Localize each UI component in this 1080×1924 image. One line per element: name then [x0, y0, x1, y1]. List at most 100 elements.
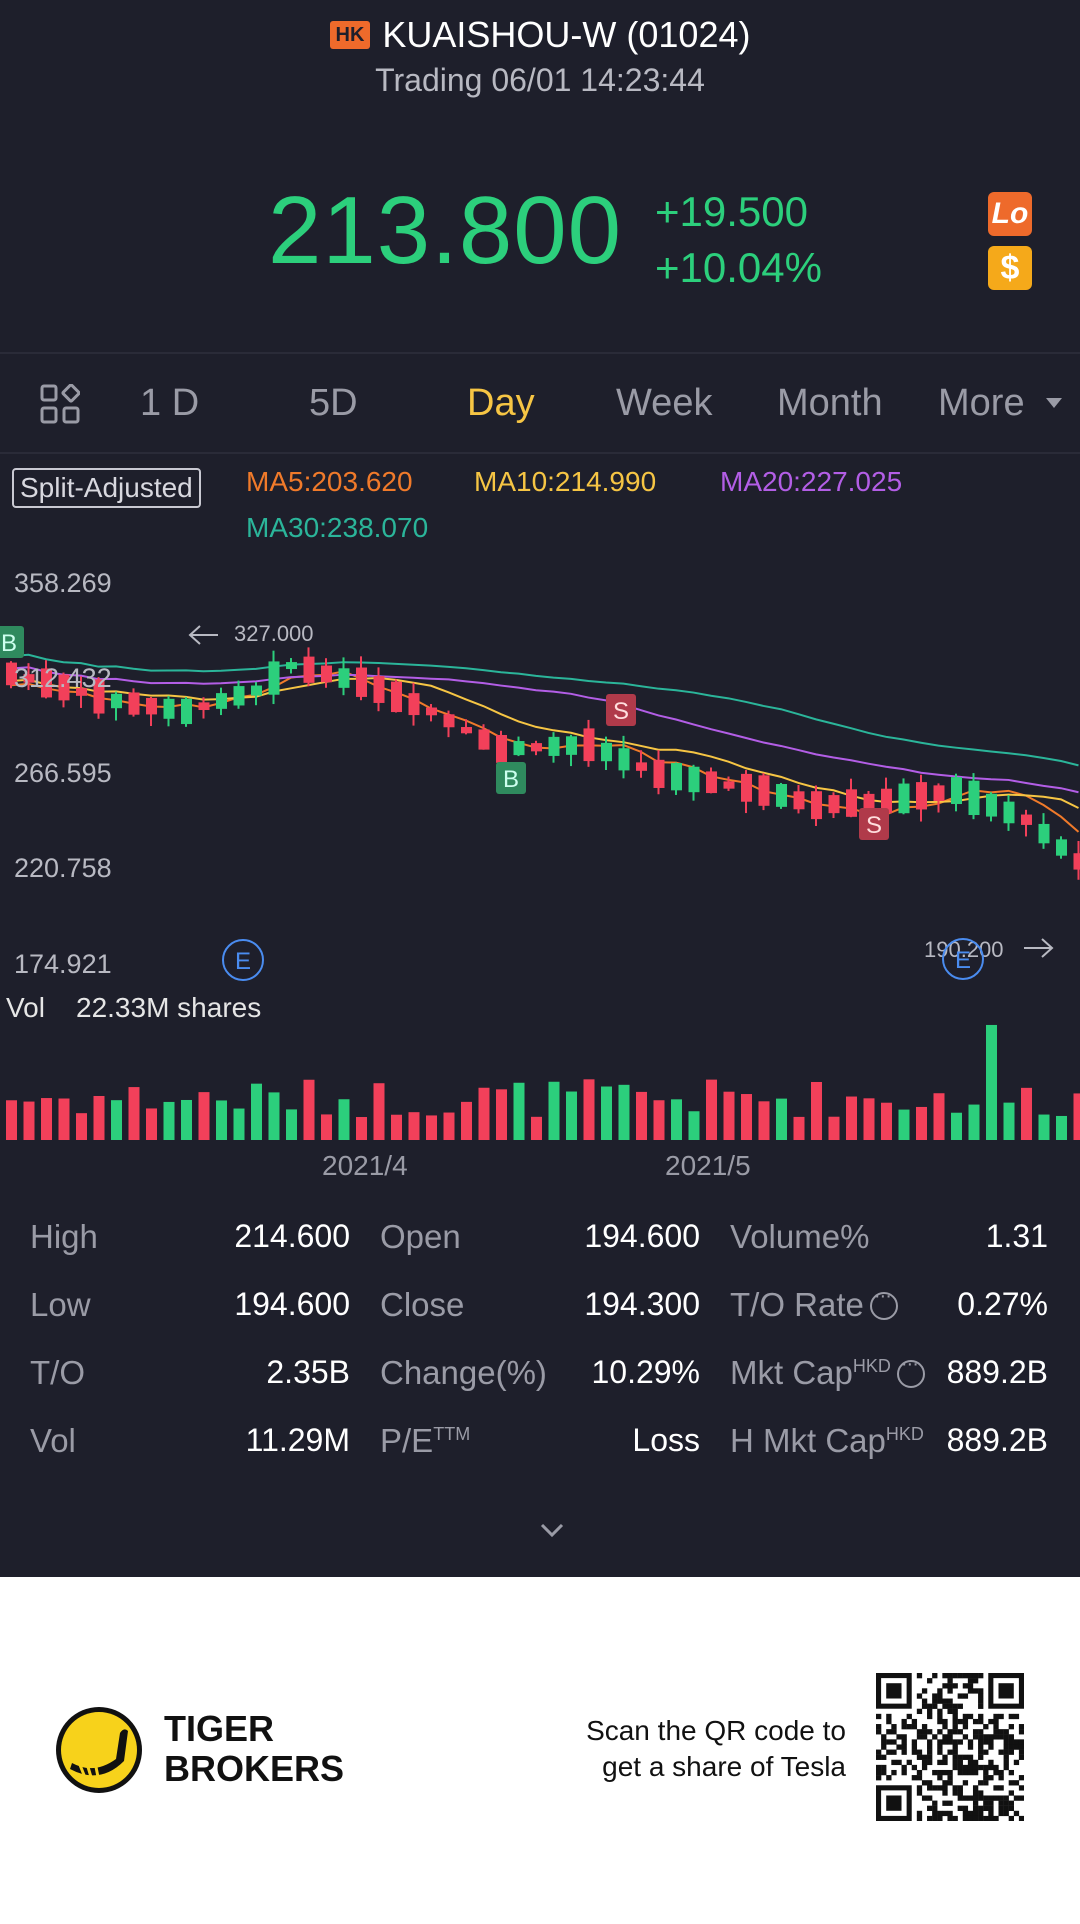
- qr-module: [927, 1785, 933, 1791]
- candle: [461, 727, 472, 734]
- qr-code-icon[interactable]: [876, 1673, 1024, 1821]
- qr-module: [921, 1795, 928, 1801]
- qr-module: [972, 1795, 979, 1801]
- qr-module: [998, 1795, 1004, 1801]
- tab-day[interactable]: Day: [467, 382, 535, 424]
- qr-module: [911, 1718, 918, 1725]
- buy-marker[interactable]: B: [496, 762, 526, 794]
- buy-marker[interactable]: B: [0, 626, 24, 658]
- qr-module: [972, 1729, 979, 1735]
- more-info-icon[interactable]: [896, 1353, 925, 1388]
- qr-module: [988, 1800, 994, 1806]
- qr-module: [1013, 1780, 1020, 1786]
- qr-module: [947, 1673, 953, 1679]
- qr-module: [916, 1769, 923, 1776]
- candlestick-chart[interactable]: 358.269 312.432 266.595 220.758 174.921 …: [0, 560, 1080, 1160]
- qr-module: [962, 1724, 969, 1730]
- tab-5d[interactable]: 5D: [309, 382, 358, 424]
- qr-module: [937, 1688, 943, 1694]
- candle: [163, 698, 175, 719]
- event-marker[interactable]: E: [222, 939, 264, 981]
- volume-bar: [933, 1093, 945, 1140]
- qr-module: [967, 1688, 974, 1694]
- volume-bar: [443, 1112, 455, 1140]
- sell-marker[interactable]: S: [606, 694, 636, 726]
- qr-module: [972, 1688, 979, 1694]
- qr-module: [901, 1744, 907, 1750]
- volume-bar: [636, 1091, 647, 1140]
- qr-module: [962, 1805, 969, 1811]
- qr-module: [957, 1754, 963, 1760]
- qr-module: [998, 1729, 1004, 1735]
- y-tick-label: 266.595: [14, 758, 112, 788]
- qr-module: [947, 1749, 953, 1755]
- qr-module: [972, 1815, 979, 1821]
- sell-marker[interactable]: S: [859, 808, 889, 840]
- candle: [338, 668, 350, 688]
- qr-module: [1013, 1739, 1020, 1745]
- stat-mktcap-label: Mkt CapHKD: [730, 1353, 925, 1392]
- volume-bar: [181, 1099, 192, 1140]
- event-marker-label: E: [235, 948, 251, 975]
- qr-module: [891, 1749, 897, 1755]
- qr-module: [921, 1724, 928, 1730]
- qr-module: [988, 1775, 994, 1781]
- qr-module: [891, 1739, 897, 1745]
- qr-module: [972, 1785, 979, 1791]
- qr-module: [1018, 1815, 1024, 1821]
- stat-high-label: High: [30, 1218, 98, 1255]
- qr-module: [1018, 1729, 1024, 1735]
- stat-open-value: 194.600: [584, 1218, 700, 1254]
- event-marker[interactable]: E: [942, 938, 984, 980]
- market-badge: HK: [329, 21, 371, 49]
- tab-more[interactable]: More: [938, 382, 1025, 424]
- lo-badge-icon[interactable]: Lo: [988, 192, 1032, 236]
- volume-bar: [216, 1100, 227, 1140]
- qr-module: [921, 1734, 928, 1740]
- qr-module: [957, 1764, 963, 1771]
- grid-layout-icon[interactable]: [40, 384, 80, 424]
- qr-module: [957, 1693, 963, 1699]
- candle: [216, 693, 227, 709]
- qr-module: [932, 1698, 938, 1704]
- qr-module: [1008, 1744, 1014, 1750]
- stock-title[interactable]: KUAISHOU-W (01024): [382, 14, 751, 55]
- qr-module: [1003, 1749, 1009, 1755]
- qr-module: [947, 1734, 953, 1740]
- qr-module: [896, 1734, 902, 1740]
- qr-module: [876, 1729, 882, 1735]
- qr-module: [876, 1754, 882, 1760]
- candle: [373, 676, 385, 703]
- qr-module: [988, 1805, 994, 1811]
- qr-module: [998, 1749, 1004, 1755]
- more-info-icon[interactable]: [869, 1285, 898, 1320]
- stat-hmktcap-label-text: H Mkt Cap: [730, 1422, 886, 1459]
- qr-module: [972, 1800, 979, 1806]
- qr-module: [962, 1734, 969, 1740]
- ma5-label: MA5:203.620: [246, 466, 413, 497]
- tab-week[interactable]: Week: [616, 382, 713, 424]
- qr-module: [927, 1759, 933, 1766]
- tab-month[interactable]: Month: [777, 382, 883, 424]
- qr-module: [1003, 1795, 1009, 1801]
- qr-module: [952, 1759, 958, 1766]
- qr-module: [972, 1718, 979, 1725]
- qr-module: [952, 1724, 958, 1730]
- qr-module: [921, 1729, 928, 1735]
- stat-pe-value: Loss: [632, 1422, 700, 1458]
- volume-bar: [881, 1102, 892, 1140]
- stat-pe-label-text: P/E: [380, 1422, 434, 1459]
- qr-module: [937, 1713, 943, 1720]
- y-tick-label: 174.921: [14, 949, 112, 979]
- qr-module: [962, 1693, 969, 1699]
- candle: [303, 656, 315, 683]
- qr-module: [952, 1683, 958, 1689]
- chevron-down-icon[interactable]: [538, 1516, 566, 1544]
- qr-module: [957, 1795, 963, 1801]
- tab-1d[interactable]: 1 D: [140, 382, 200, 424]
- qr-module: [937, 1729, 943, 1735]
- split-adjusted-toggle[interactable]: Split-Adjusted: [12, 468, 201, 508]
- qr-module: [952, 1744, 958, 1750]
- dollar-badge-icon[interactable]: $: [988, 246, 1032, 290]
- qr-module: [962, 1815, 969, 1821]
